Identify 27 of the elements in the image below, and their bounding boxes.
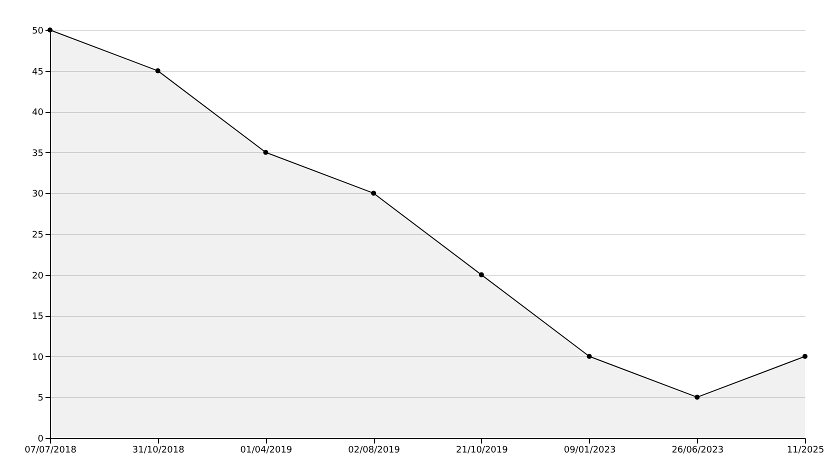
y-tick-label: 25 (32, 230, 44, 240)
x-tick-label: 26/06/2023 (672, 446, 724, 456)
y-tick-label: 20 (32, 271, 44, 282)
y-tick-label: 30 (32, 190, 44, 200)
point (155, 68, 160, 74)
x-tick-label: 01/04/2019 (240, 446, 292, 456)
x-tick-label: 21/10/2019 (456, 446, 508, 456)
y-tick-label: 50 (32, 26, 44, 36)
x-tick-label: 31/10/2018 (132, 446, 185, 456)
y-tick-label: 45 (32, 67, 44, 78)
y-tick-label: 40 (32, 108, 44, 118)
point (694, 394, 700, 400)
point (802, 354, 808, 359)
y-tick-label: 5 (38, 394, 44, 404)
point (478, 272, 484, 278)
y-tick-label: 35 (32, 148, 44, 159)
x-tick-label: 09/01/2023 (564, 446, 616, 456)
x-tick-label: 02/08/2019 (348, 446, 400, 456)
point (371, 190, 376, 196)
y-tick-label: 10 (32, 352, 44, 363)
x-tick-label: 07/07/2018 (24, 446, 77, 456)
point (48, 28, 52, 32)
point (263, 150, 268, 155)
y-tick-label: 0 (38, 434, 44, 444)
x-tick-label: 11/2025 (786, 446, 824, 456)
point (586, 354, 592, 359)
y-tick-label: 15 (32, 312, 44, 322)
